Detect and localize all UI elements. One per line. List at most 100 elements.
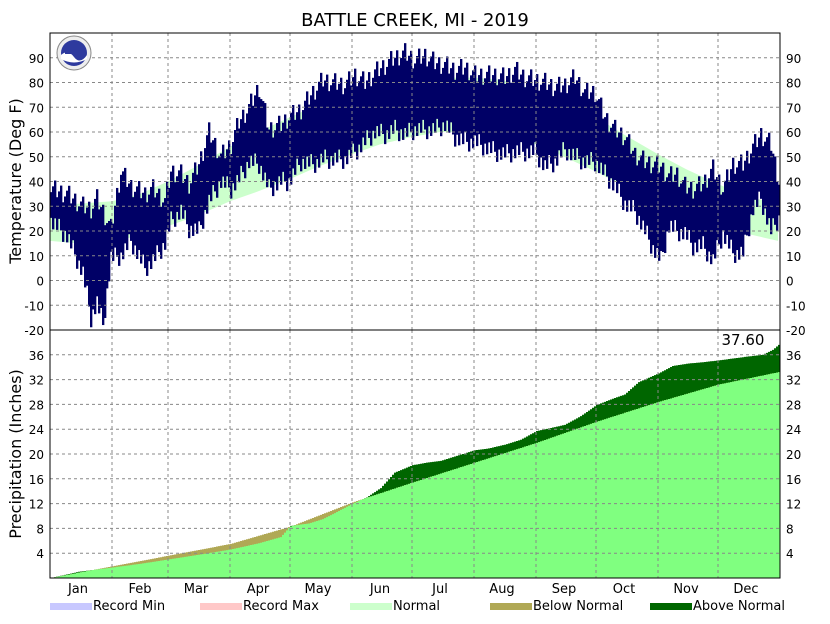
- temperature-day-bar: [208, 122, 211, 195]
- temperature-day-bar: [452, 62, 455, 135]
- temperature-day-bar: [510, 82, 513, 163]
- temperature-day-bar: [646, 162, 649, 226]
- temperature-day-bar: [238, 128, 241, 183]
- temperature-day-bar: [294, 119, 297, 175]
- temperature-day-bar: [748, 163, 751, 237]
- temperature-day-bar: [242, 109, 245, 173]
- temperature-day-bar: [568, 85, 571, 150]
- month-axis-labels: Jan Feb Mar Apr May Jun Jul Aug Sep Oct Nov Dec: [67, 582, 759, 597]
- temperature-day-bar: [210, 142, 213, 202]
- temperature-tick-label-right: -20: [786, 324, 806, 338]
- temperature-day-bar: [290, 112, 293, 185]
- temperature-day-bar: [644, 168, 647, 235]
- temperature-day-bar: [708, 178, 711, 252]
- temperature-day-bar: [122, 171, 125, 260]
- temperature-tick-label-left: 90: [29, 52, 44, 66]
- noaa-logo: [56, 35, 92, 71]
- temperature-day-bar: [696, 183, 699, 253]
- temperature-day-bar: [110, 218, 113, 252]
- temperature-day-bar: [736, 167, 739, 251]
- temperature-day-bar: [158, 188, 161, 253]
- month-label: Oct: [613, 582, 635, 597]
- temperature-day-bar: [390, 51, 393, 126]
- temperature-day-bar: [254, 95, 257, 154]
- temperature-day-bar: [524, 87, 527, 162]
- temperature-day-bar: [626, 137, 629, 212]
- temperature-day-bar: [316, 90, 319, 159]
- temperature-day-bar: [80, 201, 83, 275]
- temperature-day-bar: [324, 80, 327, 150]
- temperature-day-bar: [84, 213, 87, 288]
- temperature-day-bar: [264, 103, 267, 173]
- temperature-day-bar: [152, 179, 155, 255]
- legend-swatch: [650, 603, 692, 610]
- temperature-day-bar: [726, 169, 729, 235]
- temperature-day-bar: [592, 85, 595, 162]
- temperature-day-bar: [486, 71, 489, 155]
- temperature-day-bar: [412, 68, 415, 141]
- temperature-day-bar: [182, 182, 185, 219]
- month-label: Mar: [184, 582, 209, 597]
- temperature-day-bar: [710, 168, 713, 265]
- temperature-tick-label-right: 70: [786, 101, 801, 115]
- temperature-day-bar: [432, 51, 435, 124]
- temperature-day-bar: [706, 187, 709, 262]
- temperature-day-bar: [768, 132, 771, 219]
- temperature-day-bar: [258, 97, 261, 174]
- temperature-day-bar: [494, 68, 497, 152]
- temperature-tick-label-right: 0: [786, 275, 794, 289]
- temperature-day-bar: [102, 204, 105, 326]
- temperature-day-bar: [346, 79, 349, 165]
- temperature-tick-label-left: 80: [29, 77, 44, 91]
- temperature-day-bar: [614, 119, 617, 181]
- temperature-day-bar: [248, 104, 251, 169]
- temperature-day-bar: [298, 104, 301, 165]
- temperature-day-bar: [318, 81, 321, 168]
- temperature-day-bar: [512, 74, 515, 150]
- temperature-day-bar: [620, 127, 623, 197]
- temperature-day-bar: [334, 73, 337, 153]
- precipitation-tick-labels: 4 4 8 8 12 12 16 16 20 20 24 24 28 28 32 32 36 36: [29, 349, 802, 561]
- temperature-day-bar: [224, 158, 227, 188]
- temperature-day-bar: [92, 208, 95, 310]
- temperature-day-bar: [112, 223, 115, 261]
- temperature-day-bar: [546, 89, 549, 169]
- temperature-day-bar: [66, 190, 69, 243]
- chart-legend: Record Min Record Max Normal Below Normal Ab…: [50, 599, 785, 614]
- temperature-day-bar: [464, 67, 467, 133]
- temperature-day-bar: [144, 187, 147, 269]
- temperature-day-bar: [96, 189, 99, 297]
- temperature-day-bar: [156, 193, 159, 246]
- legend-label: Normal: [393, 599, 440, 614]
- temperature-day-bar: [758, 137, 761, 192]
- temperature-day-bar: [278, 115, 281, 177]
- temperature-day-bar: [206, 135, 209, 214]
- temperature-day-bar: [374, 69, 377, 139]
- temperature-tick-label-left: 40: [29, 176, 44, 190]
- temperature-day-bar: [704, 174, 707, 249]
- temperature-day-bar: [550, 79, 553, 164]
- temperature-day-bar: [282, 122, 285, 172]
- temperature-day-bar: [598, 99, 601, 174]
- temperature-day-bar: [416, 56, 419, 136]
- temperature-day-bar: [118, 192, 121, 266]
- temperature-day-bar: [124, 167, 127, 244]
- temperature-day-bar: [364, 88, 367, 146]
- temperature-day-bar: [428, 61, 431, 127]
- temperature-day-bar: [582, 92, 585, 158]
- temperature-tick-label-left: 0: [36, 275, 44, 289]
- precipitation-tick-label-right: 32: [786, 374, 801, 388]
- temperature-day-bar: [584, 89, 587, 169]
- temperature-day-bar: [700, 191, 703, 250]
- legend-label: Below Normal: [533, 599, 623, 614]
- temperature-day-bar: [450, 68, 453, 123]
- temperature-day-bar: [600, 97, 603, 163]
- temperature-day-bar: [400, 58, 403, 130]
- temperature-day-bar: [362, 71, 365, 138]
- temperature-day-bar: [742, 170, 745, 257]
- temperature-day-bar: [184, 179, 187, 211]
- temperature-day-bar: [166, 181, 169, 230]
- temperature-tick-label-right: 40: [786, 176, 801, 190]
- temperature-day-bar: [596, 100, 599, 161]
- temperature-day-bar: [304, 100, 307, 169]
